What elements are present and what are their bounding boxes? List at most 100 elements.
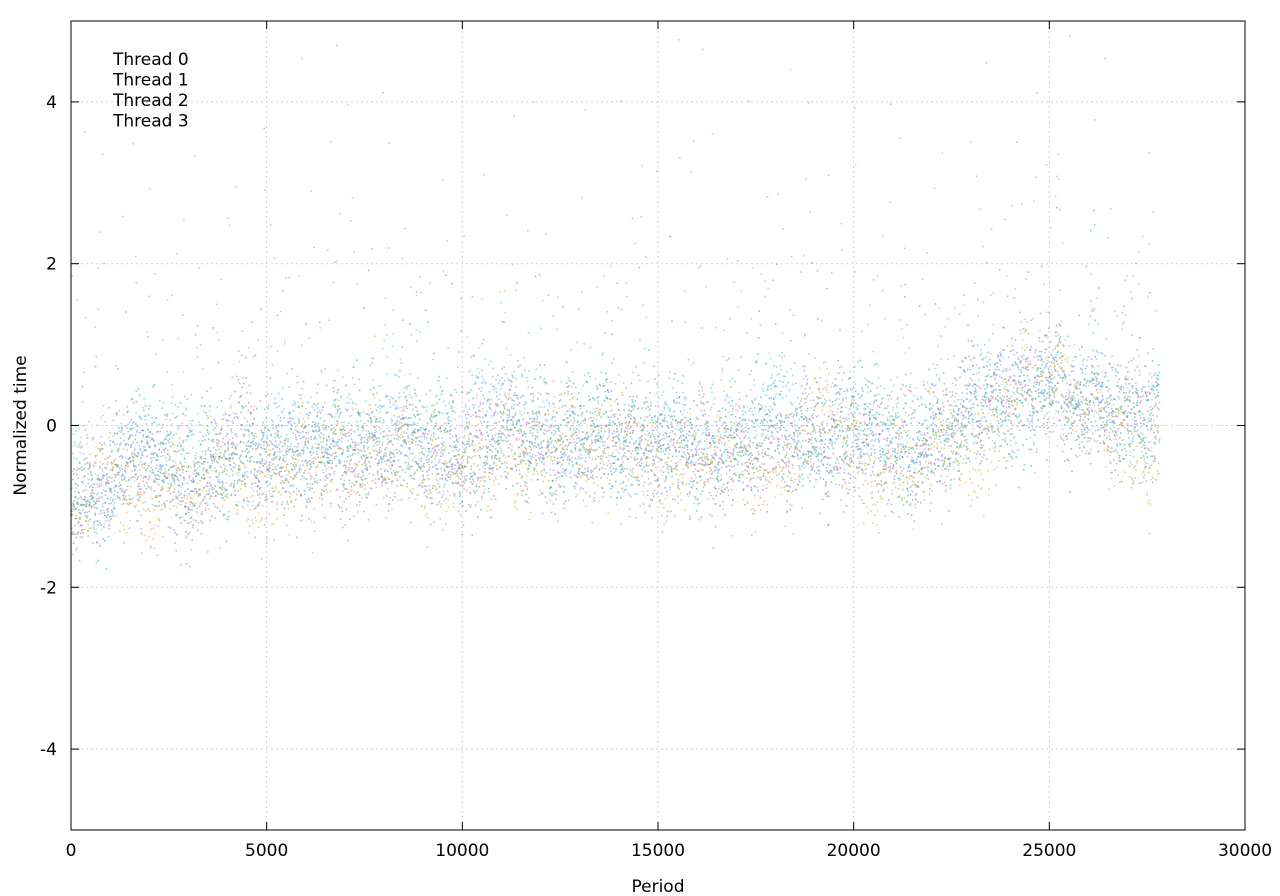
data-point bbox=[117, 450, 120, 452]
data-point bbox=[253, 507, 256, 510]
data-point bbox=[821, 428, 824, 431]
data-point bbox=[661, 530, 664, 533]
data-point bbox=[635, 365, 637, 368]
data-point bbox=[1011, 345, 1013, 347]
data-point bbox=[826, 495, 828, 497]
data-point bbox=[582, 472, 585, 474]
data-point bbox=[555, 498, 557, 501]
data-point bbox=[921, 452, 924, 454]
data-point bbox=[220, 427, 223, 429]
data-point bbox=[988, 401, 990, 403]
data-point bbox=[680, 455, 683, 458]
data-point bbox=[540, 429, 542, 431]
data-point bbox=[285, 453, 288, 456]
data-point bbox=[515, 423, 518, 425]
data-point bbox=[441, 474, 444, 476]
data-point bbox=[980, 402, 983, 404]
data-point bbox=[898, 457, 901, 460]
data-point bbox=[1019, 399, 1021, 402]
data-point bbox=[302, 430, 304, 433]
data-point bbox=[953, 410, 955, 413]
data-point bbox=[906, 434, 909, 436]
data-point bbox=[1063, 401, 1066, 403]
data-point bbox=[165, 477, 168, 479]
data-point bbox=[89, 518, 91, 520]
data-point bbox=[780, 414, 782, 416]
data-point bbox=[1052, 431, 1054, 433]
data-point bbox=[242, 376, 244, 379]
data-point bbox=[632, 430, 634, 432]
data-point bbox=[494, 403, 497, 406]
data-point bbox=[867, 323, 870, 326]
data-point bbox=[215, 470, 217, 473]
data-point bbox=[877, 405, 879, 407]
data-point bbox=[459, 495, 461, 498]
data-point bbox=[607, 391, 610, 394]
data-point bbox=[1128, 361, 1130, 363]
data-point bbox=[370, 412, 373, 414]
data-point bbox=[1125, 378, 1128, 380]
data-point bbox=[360, 476, 363, 479]
data-point bbox=[549, 438, 552, 440]
data-point bbox=[731, 477, 733, 480]
data-point bbox=[187, 533, 189, 536]
data-point bbox=[355, 441, 357, 444]
data-point bbox=[602, 495, 604, 498]
data-point bbox=[316, 411, 319, 413]
data-point bbox=[378, 462, 380, 465]
data-point bbox=[803, 365, 806, 368]
data-point bbox=[396, 485, 398, 487]
data-point bbox=[114, 507, 116, 510]
data-point bbox=[608, 421, 611, 424]
data-point bbox=[293, 468, 296, 471]
data-point bbox=[608, 483, 611, 485]
data-point bbox=[210, 495, 213, 498]
data-point bbox=[1004, 218, 1006, 221]
data-point bbox=[77, 522, 79, 524]
data-point bbox=[586, 410, 588, 413]
data-point bbox=[674, 499, 676, 501]
data-point bbox=[816, 270, 819, 272]
data-point bbox=[767, 385, 769, 388]
data-point bbox=[550, 452, 553, 454]
data-point bbox=[842, 459, 844, 462]
data-point bbox=[359, 501, 361, 503]
data-point bbox=[800, 405, 803, 408]
data-point bbox=[424, 432, 427, 435]
data-point bbox=[893, 478, 896, 480]
data-point bbox=[692, 435, 694, 437]
data-point bbox=[156, 459, 158, 461]
data-point bbox=[308, 414, 310, 417]
data-point bbox=[725, 430, 727, 433]
data-point bbox=[137, 520, 139, 522]
data-point bbox=[414, 444, 417, 446]
data-point bbox=[114, 476, 117, 478]
data-point bbox=[998, 431, 1000, 433]
data-point bbox=[486, 462, 489, 465]
data-point bbox=[884, 423, 886, 425]
data-point bbox=[145, 487, 148, 490]
data-point bbox=[1002, 419, 1005, 422]
data-point bbox=[257, 485, 259, 488]
data-point bbox=[251, 441, 254, 443]
data-point bbox=[913, 471, 915, 474]
data-point bbox=[193, 480, 195, 482]
data-point bbox=[1009, 455, 1011, 457]
data-point bbox=[499, 466, 501, 468]
data-point bbox=[390, 472, 393, 474]
data-point bbox=[1156, 406, 1159, 409]
data-point bbox=[480, 433, 482, 435]
data-point bbox=[464, 478, 467, 480]
data-point bbox=[848, 429, 851, 431]
data-point bbox=[942, 465, 944, 467]
data-point bbox=[1058, 374, 1060, 376]
data-point bbox=[653, 462, 656, 465]
data-point bbox=[118, 455, 121, 458]
data-point bbox=[569, 415, 572, 417]
data-point bbox=[197, 521, 200, 524]
data-point bbox=[408, 447, 410, 449]
data-point bbox=[128, 437, 130, 439]
data-point bbox=[308, 460, 311, 462]
data-point bbox=[856, 467, 859, 469]
data-point bbox=[426, 422, 429, 425]
